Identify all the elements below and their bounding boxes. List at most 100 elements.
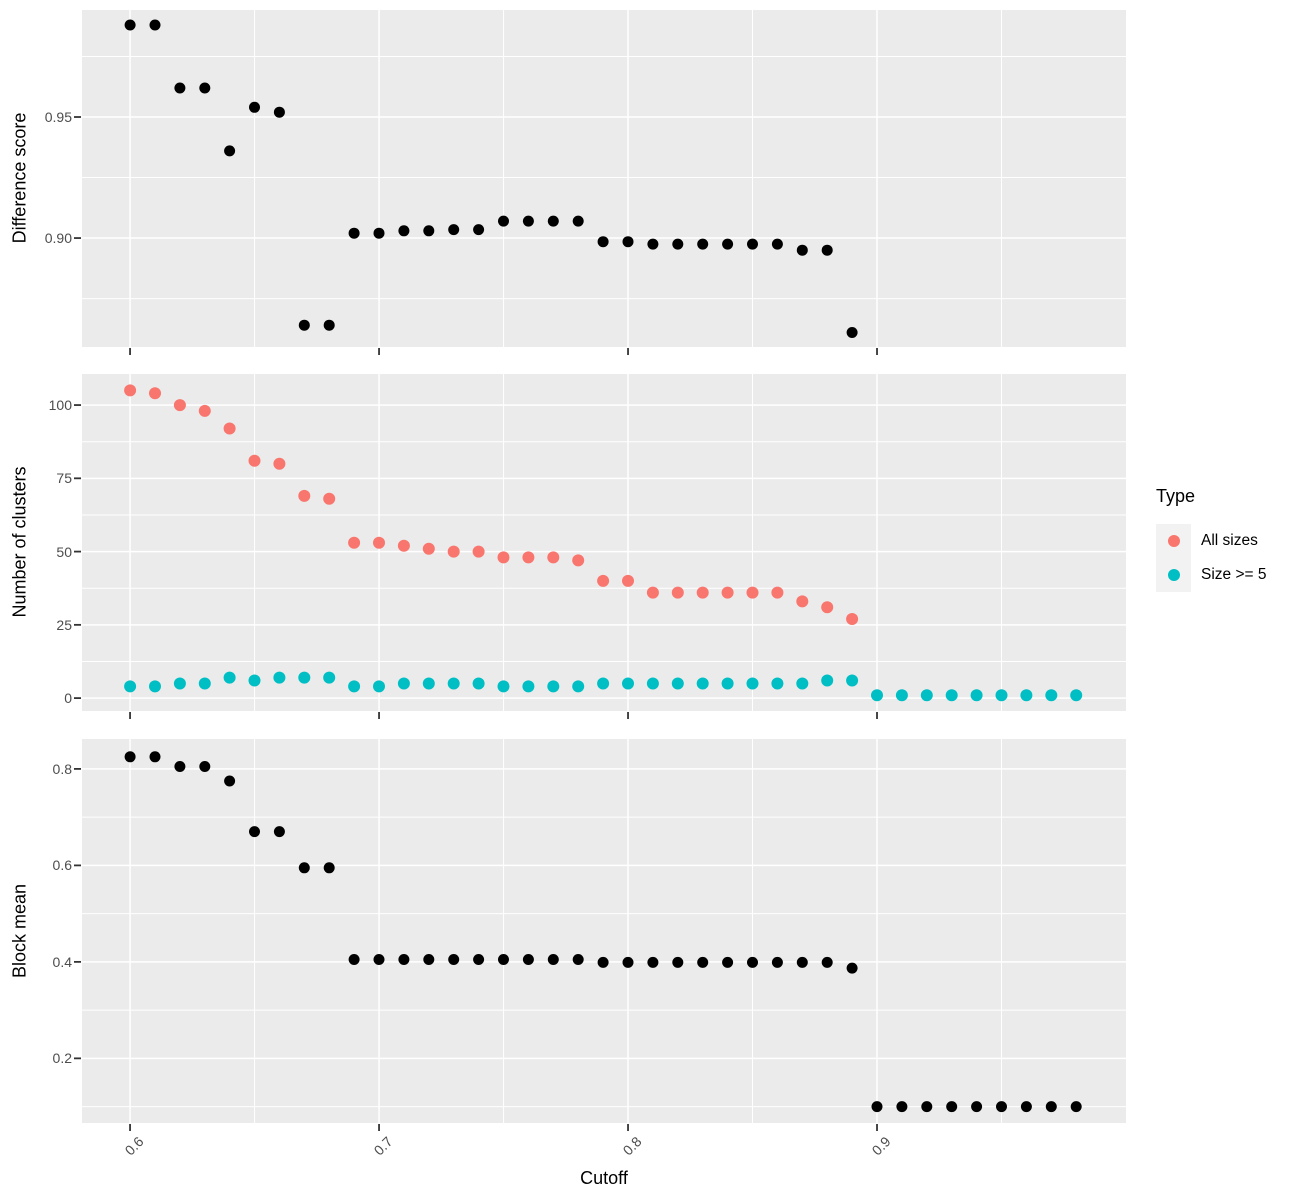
data-point-size-5: [1020, 689, 1033, 702]
data-point-block-mean: [249, 826, 260, 838]
data-point-all-sizes: [796, 595, 809, 608]
data-point-block-mean: [224, 775, 236, 787]
data-point-size-5: [622, 677, 634, 690]
data-point-block-mean: [1045, 1101, 1057, 1113]
data-point-block-mean: [1070, 1101, 1082, 1113]
data-point-block-mean: [373, 954, 385, 965]
data-point-size-5: [447, 677, 460, 690]
data-point-block-mean: [796, 956, 808, 968]
data-point-block-mean: [597, 956, 609, 968]
data-point-difference-score: [298, 319, 310, 331]
data-point-all-sizes: [223, 422, 236, 435]
data-point-size-5: [646, 677, 659, 690]
data-point-size-5: [572, 680, 585, 693]
data-point-all-sizes: [646, 586, 659, 599]
data-point-all-sizes: [721, 586, 734, 599]
y-tick-label: 50: [56, 543, 72, 560]
data-point-all-sizes: [149, 387, 161, 400]
panel-background-bottom: [82, 739, 1126, 1123]
data-point-all-sizes: [472, 545, 485, 558]
data-point-size-5: [273, 671, 286, 684]
data-point-block-mean: [672, 956, 684, 968]
data-point-size-5: [796, 677, 809, 690]
data-point-difference-score: [473, 224, 485, 236]
data-point-size-5: [597, 677, 610, 690]
data-point-block-mean: [747, 956, 758, 968]
data-point-size-5: [373, 680, 385, 693]
data-point-size-5: [671, 677, 684, 690]
legend: Type All sizes Size >= 5: [1156, 486, 1267, 592]
data-point-difference-score: [647, 238, 659, 250]
legend-item-all-sizes: All sizes: [1156, 524, 1267, 558]
data-point-size-5: [522, 680, 535, 693]
data-point-all-sizes: [746, 586, 759, 599]
data-point-difference-score: [448, 224, 460, 236]
data-point-difference-score: [423, 225, 435, 237]
legend-dot-size-ge-5-icon: [1167, 569, 1180, 581]
data-point-all-sizes: [397, 539, 410, 552]
data-point-all-sizes: [298, 489, 311, 502]
data-point-difference-score: [572, 215, 584, 227]
panel-background-top: [82, 10, 1126, 347]
data-point-size-5: [348, 680, 361, 693]
data-point-size-5: [970, 689, 983, 702]
data-point-difference-score: [846, 327, 858, 338]
data-point-size-5: [746, 677, 759, 690]
data-point-block-mean: [821, 956, 833, 968]
data-point-difference-score: [224, 145, 236, 157]
data-point-block-mean: [522, 954, 534, 965]
data-point-all-sizes: [597, 574, 610, 587]
data-point-block-mean: [697, 956, 709, 968]
data-point-difference-score: [747, 238, 758, 250]
y-tick-label: 0.2: [52, 1050, 72, 1067]
data-point-difference-score: [771, 238, 783, 250]
data-point-block-mean: [124, 751, 136, 763]
data-point-block-mean: [946, 1101, 958, 1113]
data-point-all-sizes: [622, 574, 634, 587]
legend-key-box: [1156, 524, 1191, 558]
data-point-block-mean: [622, 956, 634, 968]
data-point-block-mean: [348, 954, 360, 965]
data-point-difference-score: [373, 227, 385, 239]
data-point-size-5: [149, 680, 161, 693]
data-point-size-5: [696, 677, 709, 690]
data-point-size-5: [223, 671, 236, 684]
data-point-all-sizes: [497, 551, 510, 564]
legend-item-label: Size >= 5: [1201, 566, 1267, 583]
data-point-size-5: [871, 689, 883, 702]
y-axis-title-block-mean: Block mean: [9, 883, 30, 979]
data-point-difference-score: [174, 82, 186, 94]
data-point-all-sizes: [447, 545, 460, 558]
data-point-all-sizes: [124, 384, 137, 397]
data-point-block-mean: [1020, 1101, 1032, 1113]
data-point-size-5: [198, 677, 211, 690]
data-point-size-5: [497, 680, 510, 693]
legend-title: Type: [1156, 486, 1196, 506]
y-axis-title-number-of-clusters: Number of clusters: [9, 466, 30, 618]
data-point-difference-score: [597, 236, 609, 248]
data-point-difference-score: [547, 215, 559, 227]
data-point-size-5: [248, 674, 261, 687]
y-tick-label: 75: [56, 470, 72, 487]
y-axis-title-difference-score: Difference score: [9, 112, 30, 244]
data-point-block-mean: [896, 1101, 908, 1113]
data-point-size-5: [821, 674, 834, 687]
data-point-difference-score: [796, 244, 808, 256]
legend-item-size-ge-5: Size >= 5: [1156, 558, 1267, 592]
data-point-block-mean: [921, 1101, 933, 1113]
data-point-size-5: [323, 671, 336, 684]
data-point-all-sizes: [696, 586, 709, 599]
data-point-all-sizes: [422, 542, 435, 555]
data-point-difference-score: [522, 215, 534, 227]
data-point-difference-score: [249, 101, 260, 113]
data-point-all-sizes: [273, 457, 286, 470]
y-tick-label: 25: [56, 616, 72, 633]
data-point-size-5: [547, 680, 560, 693]
data-point-difference-score: [697, 238, 709, 250]
data-point-difference-score: [149, 19, 161, 31]
data-point-block-mean: [771, 956, 783, 968]
data-point-all-sizes: [572, 554, 585, 567]
data-point-size-5: [771, 677, 784, 690]
